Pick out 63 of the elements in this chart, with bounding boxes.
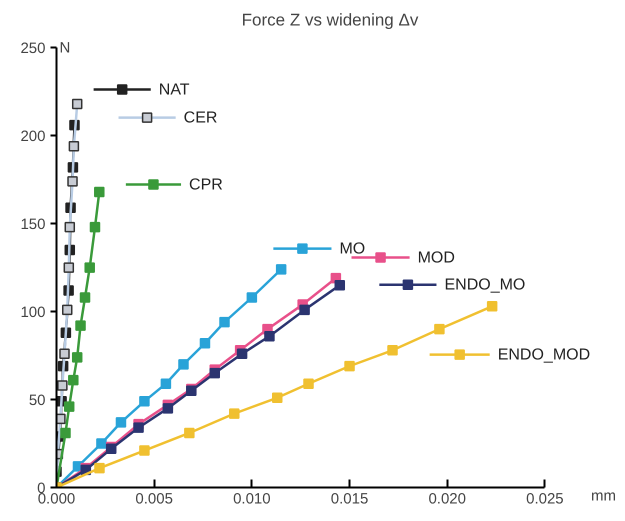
y-axis-title: N <box>60 40 70 57</box>
point <box>80 292 90 303</box>
point <box>276 264 286 275</box>
point <box>434 324 445 334</box>
point <box>264 330 275 342</box>
point <box>116 417 126 428</box>
point <box>246 292 258 303</box>
point <box>75 320 86 331</box>
point <box>59 348 70 360</box>
point <box>68 374 79 386</box>
legend-label: MO <box>339 240 366 258</box>
point <box>90 222 100 232</box>
y-tick-label: 100 <box>20 304 46 322</box>
x-tick-label: 0.020 <box>428 490 466 508</box>
point <box>68 140 80 152</box>
legend-label: MOD <box>418 249 455 266</box>
point <box>62 304 72 316</box>
x-tick-label: 0.025 <box>526 490 564 508</box>
point <box>64 262 74 273</box>
point <box>209 368 220 378</box>
x-axis-title: mm <box>591 488 616 504</box>
x-tick-label: 0.010 <box>233 490 271 508</box>
point <box>272 392 283 404</box>
point <box>160 378 172 389</box>
point <box>67 176 78 187</box>
point <box>387 345 398 356</box>
point <box>184 428 195 438</box>
point <box>94 186 105 198</box>
point <box>236 348 248 360</box>
point <box>96 438 107 449</box>
point <box>162 403 174 414</box>
point <box>178 359 189 370</box>
point <box>486 301 498 312</box>
legend-label: CPR <box>189 176 223 194</box>
point <box>94 462 105 474</box>
point <box>303 378 314 389</box>
chart-title: Force Z vs widening Δv <box>242 10 419 30</box>
legend-label: NAT <box>158 81 190 98</box>
point <box>200 338 210 348</box>
point <box>64 401 74 412</box>
point <box>219 316 230 328</box>
point <box>139 396 150 407</box>
point <box>72 98 82 110</box>
point <box>299 304 310 316</box>
y-tick-label: 50 <box>28 392 46 410</box>
y-tick-label: 150 <box>20 216 46 234</box>
point <box>139 445 150 456</box>
x-tick-label: 0.005 <box>135 490 173 508</box>
legend-label: ENDO_MO <box>444 276 526 294</box>
point <box>334 280 346 290</box>
legend-label: ENDO_MOD <box>498 346 590 364</box>
point <box>72 352 82 363</box>
legend-label: CER <box>184 110 218 127</box>
point <box>84 262 95 273</box>
y-tick-label: 250 <box>20 40 46 58</box>
point <box>60 428 71 438</box>
point <box>133 422 144 433</box>
x-tick-label: 0.015 <box>330 490 368 508</box>
point <box>57 380 68 391</box>
point <box>344 360 355 372</box>
point <box>229 408 240 419</box>
y-tick-label: 200 <box>20 128 46 146</box>
point <box>64 222 76 232</box>
